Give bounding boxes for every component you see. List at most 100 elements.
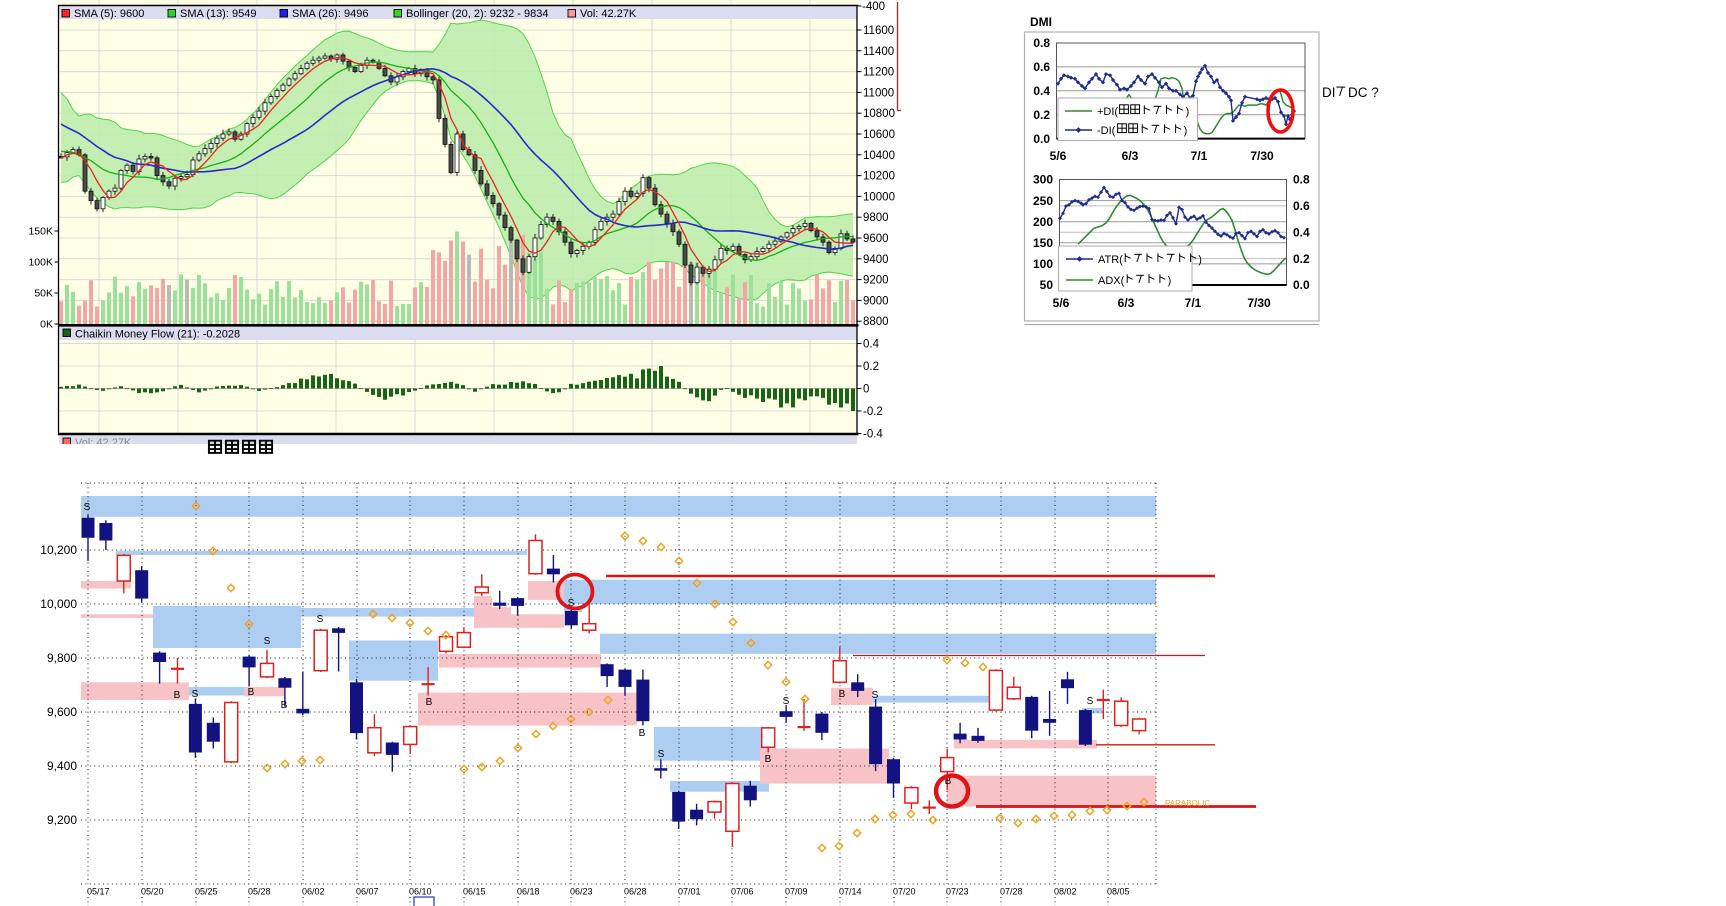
svg-text:7/1: 7/1 — [1185, 296, 1202, 310]
svg-text:07/23: 07/23 — [946, 887, 969, 897]
svg-text:B: B — [174, 690, 181, 701]
svg-text:): ) — [1184, 125, 1188, 137]
svg-text:9,200: 9,200 — [47, 813, 77, 827]
svg-text:9800: 9800 — [863, 212, 889, 224]
svg-text:0.2: 0.2 — [1033, 108, 1050, 122]
svg-text:9600: 9600 — [863, 233, 889, 245]
svg-text:10400: 10400 — [863, 150, 895, 162]
svg-text:S: S — [872, 690, 879, 701]
svg-text:S: S — [264, 636, 271, 647]
svg-text:06/07: 06/07 — [356, 887, 379, 897]
svg-text:B: B — [281, 700, 288, 711]
svg-text:0.0: 0.0 — [1033, 132, 1050, 146]
svg-text:10000: 10000 — [863, 191, 895, 203]
svg-text:250: 250 — [1033, 194, 1053, 208]
svg-text:-DI(: -DI( — [1097, 125, 1116, 137]
svg-text:B: B — [765, 754, 772, 765]
svg-text:0K: 0K — [40, 319, 53, 331]
svg-text:100: 100 — [1033, 257, 1053, 271]
svg-text:S: S — [568, 598, 575, 609]
svg-text:08/05: 08/05 — [1107, 887, 1130, 897]
svg-text:08/02: 08/02 — [1054, 887, 1077, 897]
svg-text:11200: 11200 — [863, 67, 894, 79]
svg-text:S: S — [658, 749, 665, 760]
svg-text:): ) — [1168, 275, 1172, 287]
svg-text:07/20: 07/20 — [893, 887, 916, 897]
svg-text:Chaikin Money Flow (21): -0.20: Chaikin Money Flow (21): -0.2028 — [75, 328, 240, 340]
svg-text:150: 150 — [1033, 236, 1053, 250]
svg-text:S: S — [84, 502, 91, 513]
svg-text:SMA (26): 9496: SMA (26): 9496 — [292, 8, 368, 20]
svg-text:Bollinger (20, 2): 9232 - 9834: Bollinger (20, 2): 9232 - 9834 — [406, 8, 548, 20]
svg-text:06/15: 06/15 — [463, 887, 486, 897]
svg-text:50: 50 — [1040, 278, 1054, 292]
svg-text:300: 300 — [1033, 173, 1053, 187]
svg-text:DC ?: DC ? — [1348, 85, 1379, 100]
svg-text:9,600: 9,600 — [47, 705, 77, 719]
svg-text:PARABOLIC: PARABOLIC — [1165, 799, 1210, 808]
svg-text:B: B — [639, 728, 646, 739]
svg-text:5/6: 5/6 — [1050, 149, 1067, 163]
svg-text:10200: 10200 — [863, 171, 895, 183]
svg-text:05/17: 05/17 — [87, 887, 110, 897]
svg-text:DMI: DMI — [1030, 15, 1052, 29]
svg-text:7/1: 7/1 — [1191, 149, 1208, 163]
svg-text:ATR(: ATR( — [1098, 254, 1123, 266]
svg-text:07/01: 07/01 — [678, 887, 701, 897]
svg-text:B: B — [426, 697, 433, 708]
svg-text:S: S — [783, 696, 790, 707]
svg-text:07/28: 07/28 — [1000, 887, 1023, 897]
svg-text:9200: 9200 — [863, 275, 889, 287]
svg-text:11400: 11400 — [863, 46, 894, 58]
svg-text:05/28: 05/28 — [248, 887, 271, 897]
svg-text:5/6: 5/6 — [1053, 296, 1070, 310]
svg-text:-0.4: -0.4 — [863, 429, 883, 441]
svg-text:ADX(: ADX( — [1098, 275, 1125, 287]
svg-text:SMA (5): 9600: SMA (5): 9600 — [74, 8, 144, 20]
svg-text:50K: 50K — [34, 288, 53, 300]
svg-text:9,800: 9,800 — [47, 651, 77, 665]
svg-text:07/14: 07/14 — [839, 887, 862, 897]
svg-text:9400: 9400 — [863, 254, 889, 266]
svg-text:-400: -400 — [862, 1, 885, 13]
svg-text:Vol: 42.27K: Vol: 42.27K — [580, 8, 637, 20]
svg-text:0.8: 0.8 — [1293, 173, 1310, 187]
svg-text:200: 200 — [1033, 215, 1053, 229]
svg-text:0.2: 0.2 — [1293, 252, 1310, 266]
svg-text:10,200: 10,200 — [40, 543, 77, 557]
svg-text:DI: DI — [1322, 85, 1336, 100]
svg-text:+DI(: +DI( — [1097, 106, 1118, 118]
svg-text:9000: 9000 — [863, 295, 889, 307]
svg-text:10800: 10800 — [863, 108, 895, 120]
svg-text:0.0: 0.0 — [1293, 278, 1310, 292]
svg-text:9,400: 9,400 — [47, 759, 77, 773]
svg-text:6/3: 6/3 — [1118, 296, 1135, 310]
svg-text:05/20: 05/20 — [141, 887, 164, 897]
svg-text:0.8: 0.8 — [1033, 36, 1050, 50]
svg-text:0.4: 0.4 — [863, 339, 880, 351]
svg-text:SMA (13): 9549: SMA (13): 9549 — [180, 8, 256, 20]
svg-text:10,000: 10,000 — [40, 597, 77, 611]
svg-text:05/25: 05/25 — [195, 887, 218, 897]
svg-text:-0.2: -0.2 — [863, 406, 883, 418]
svg-text:7/30: 7/30 — [1247, 296, 1271, 310]
svg-text:): ) — [1186, 106, 1190, 118]
svg-text:S: S — [317, 614, 324, 625]
svg-text:07/06: 07/06 — [731, 887, 754, 897]
svg-text:06/23: 06/23 — [570, 887, 593, 897]
svg-text:B: B — [248, 687, 255, 698]
svg-text:07/09: 07/09 — [785, 887, 808, 897]
svg-text:06/18: 06/18 — [517, 887, 540, 897]
svg-text:0.6: 0.6 — [1293, 199, 1310, 213]
svg-text:6/3: 6/3 — [1122, 149, 1139, 163]
svg-text:8800: 8800 — [863, 316, 889, 328]
svg-text:0: 0 — [863, 384, 869, 396]
svg-text:0.4: 0.4 — [1293, 225, 1310, 239]
svg-text:100K: 100K — [28, 257, 53, 269]
svg-text:150K: 150K — [28, 226, 53, 238]
svg-text:7/30: 7/30 — [1250, 149, 1274, 163]
svg-text:06/28: 06/28 — [624, 887, 647, 897]
svg-text:11000: 11000 — [863, 87, 894, 99]
svg-text:0.4: 0.4 — [1033, 84, 1050, 98]
svg-text:B: B — [945, 776, 952, 787]
